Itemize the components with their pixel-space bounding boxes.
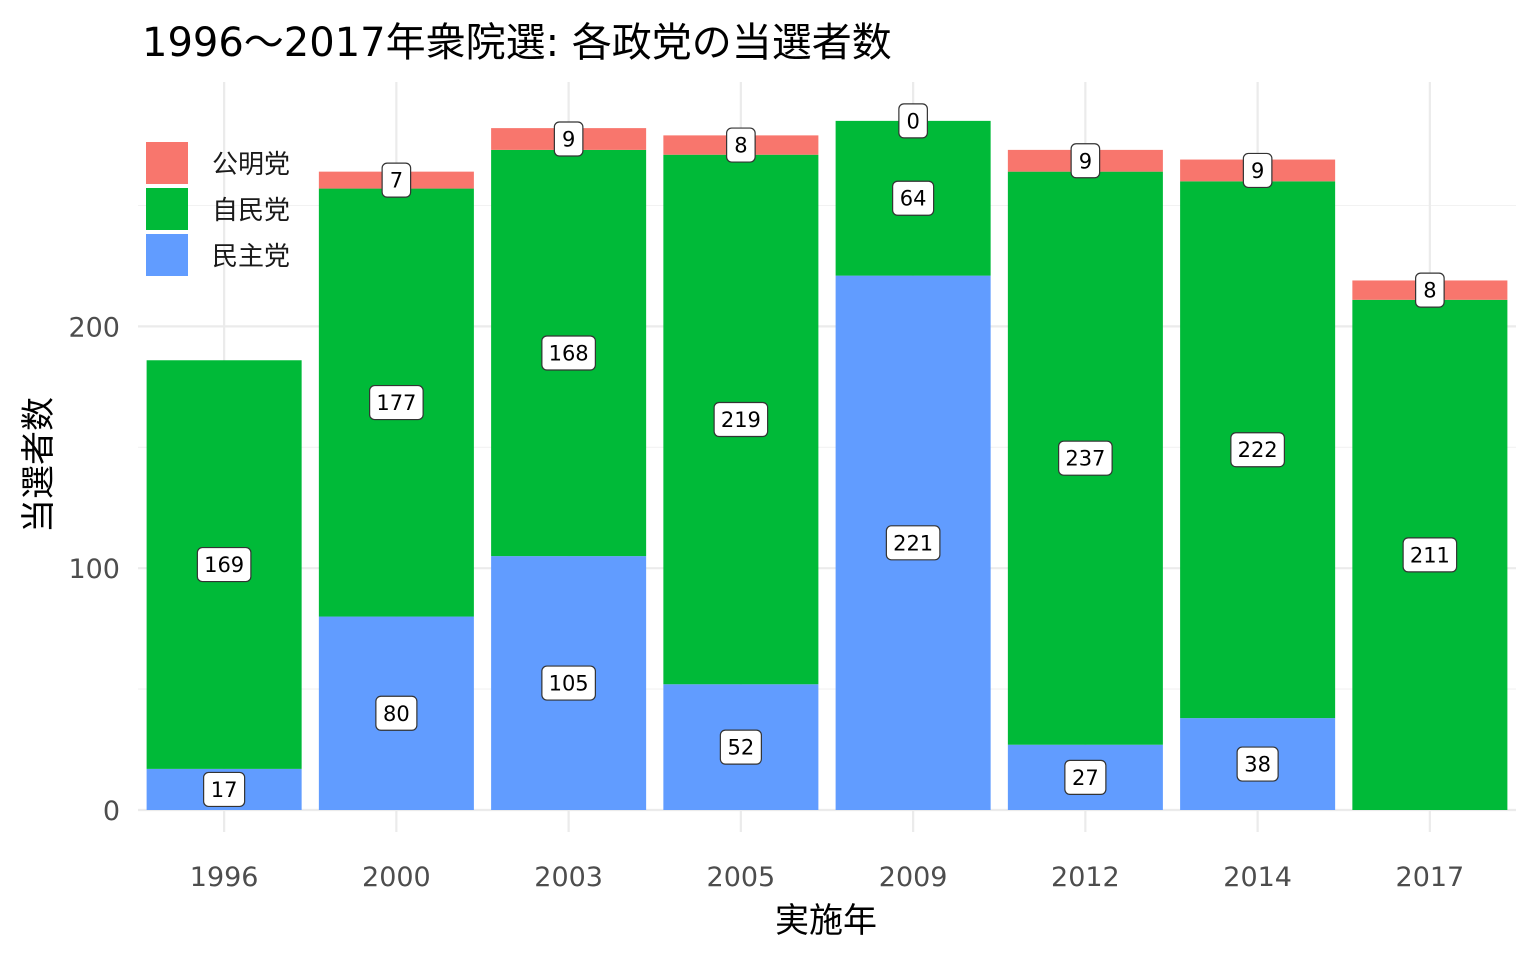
data-label-box: [726, 127, 756, 163]
data-label-text: 9: [562, 128, 575, 152]
y-axis-title: 当選者数: [19, 397, 59, 533]
data-label-box: [1070, 143, 1101, 179]
x-tick-label: 2003: [534, 862, 603, 893]
x-tick-label: 1996: [190, 862, 259, 893]
data-label-text: 169: [204, 553, 244, 577]
data-label-box: [203, 771, 246, 808]
data-label: 105: [541, 665, 596, 701]
data-label: 219: [713, 401, 769, 438]
data-label: 9: [1070, 143, 1101, 179]
data-label: 8: [726, 127, 756, 163]
legend-item: 自民党: [146, 188, 290, 230]
data-label: 8: [1415, 272, 1445, 308]
data-label-text: 27: [1072, 766, 1099, 790]
data-label: 64: [892, 180, 935, 216]
chart-title: 1996～2017年衆院選: 各政党の当選者数: [142, 20, 892, 66]
data-labels: 17 169 80 177 7 105 168 9 52 219 8 221 64 0 27 237 9 38 22…: [196, 103, 1458, 808]
data-label-text: 105: [549, 672, 589, 696]
data-label: 52: [719, 729, 762, 765]
legend-item: 公明党: [146, 142, 290, 184]
legend-swatch: [146, 188, 188, 230]
data-label-text: 64: [900, 187, 927, 211]
y-tick-label: 200: [68, 312, 120, 343]
data-label-text: 168: [549, 341, 589, 365]
data-label-box: [892, 180, 935, 216]
data-label-box: [381, 162, 412, 198]
data-label: 27: [1064, 759, 1107, 795]
legend-swatch: [146, 142, 188, 184]
x-tick-label: 2012: [1051, 862, 1120, 893]
x-axis-ticks: 1996 2000 2003 2005 2009 2012 2014 2017: [190, 862, 1464, 893]
data-label-text: 211: [1410, 543, 1450, 567]
x-tick-label: 2005: [707, 862, 776, 893]
data-label-box: [898, 103, 928, 139]
data-label: 9: [553, 121, 584, 157]
x-tick-label: 2000: [362, 862, 431, 893]
data-label-text: 38: [1244, 753, 1271, 777]
data-label-text: 80: [383, 702, 410, 726]
data-label-text: 17: [211, 778, 238, 802]
data-label-text: 8: [734, 134, 747, 158]
data-label-box: [1402, 537, 1458, 573]
data-label: 177: [369, 384, 424, 421]
data-label: 168: [541, 335, 596, 371]
x-tick-label: 2014: [1223, 862, 1292, 893]
data-label-text: 221: [893, 531, 933, 555]
data-label-box: [1064, 759, 1107, 795]
y-tick-label: 100: [68, 554, 120, 585]
data-label-text: 8: [1423, 279, 1436, 303]
x-tick-label: 2017: [1396, 862, 1465, 893]
y-axis-ticks: 0 100 200: [68, 312, 120, 827]
bars: [146, 120, 1508, 810]
data-label-text: 9: [1251, 159, 1264, 183]
data-label: 80: [375, 695, 418, 731]
data-label-box: [541, 335, 596, 371]
data-label: 7: [381, 162, 412, 198]
data-label: 237: [1058, 440, 1113, 476]
data-label: 9: [1242, 152, 1273, 189]
data-label: 17: [203, 771, 246, 808]
legend-swatch: [146, 234, 188, 276]
data-label-box: [885, 525, 941, 561]
y-tick-label: 0: [103, 796, 120, 827]
data-label-box: [375, 695, 418, 731]
data-label-box: [541, 665, 596, 701]
x-tick-label: 2009: [879, 862, 948, 893]
data-label-text: 0: [906, 109, 919, 133]
legend-label: 民主党: [212, 242, 290, 272]
data-label-text: 177: [376, 391, 416, 415]
data-label-text: 237: [1065, 447, 1105, 471]
data-label: 221: [885, 525, 941, 561]
data-label-box: [1058, 440, 1113, 476]
data-label: 211: [1402, 537, 1458, 573]
legend-label: 自民党: [212, 196, 290, 226]
data-label-box: [369, 384, 424, 421]
x-axis-title: 実施年: [775, 901, 877, 941]
data-label-text: 52: [728, 736, 755, 760]
legend-label: 公明党: [212, 150, 290, 180]
data-label: 169: [196, 546, 252, 583]
data-label-text: 222: [1238, 438, 1278, 462]
data-label-text: 7: [390, 169, 403, 193]
data-label-box: [553, 121, 584, 157]
data-label-box: [1242, 152, 1273, 189]
data-label: 38: [1236, 746, 1279, 782]
data-label-box: [719, 729, 762, 765]
data-label-box: [713, 401, 769, 438]
data-label-box: [1415, 272, 1445, 308]
legend-item: 民主党: [146, 234, 290, 276]
data-label-text: 9: [1079, 149, 1092, 173]
data-label-box: [1230, 432, 1285, 468]
data-label-text: 219: [721, 408, 761, 432]
data-label-box: [1236, 746, 1279, 782]
data-label: 222: [1230, 432, 1285, 468]
data-label: 0: [898, 103, 928, 139]
data-label-box: [196, 546, 252, 583]
